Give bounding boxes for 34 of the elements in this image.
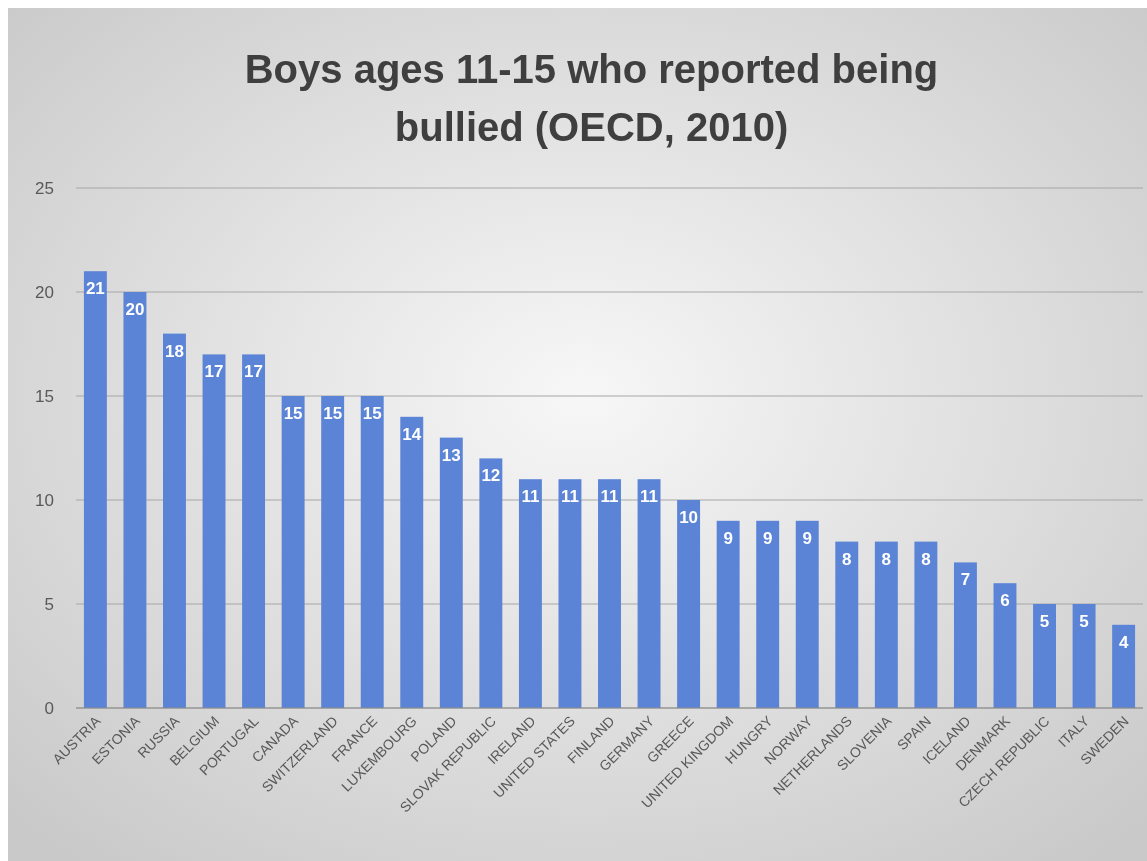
data-label: 21	[85, 279, 105, 299]
data-label: 6	[1000, 591, 1010, 611]
data-label: 7	[960, 570, 971, 590]
data-label: 9	[802, 528, 812, 548]
data-label: 5	[1079, 612, 1089, 631]
data-label: 5	[1039, 612, 1050, 631]
data-label: 4	[1118, 632, 1129, 652]
data-label: 20	[125, 300, 145, 319]
y-tick-label: 10	[35, 491, 54, 510]
data-label: 11	[640, 487, 659, 507]
data-label: 17	[204, 362, 224, 382]
data-label: 18	[165, 341, 184, 361]
y-tick-label: 5	[44, 595, 54, 614]
data-label: 8	[921, 549, 931, 569]
data-label: 11	[560, 487, 579, 507]
data-label: 13	[441, 445, 461, 465]
data-label: 10	[679, 508, 699, 527]
data-label: 15	[362, 404, 382, 423]
data-label: 15	[323, 404, 343, 423]
y-tick-label: 20	[35, 283, 54, 302]
data-label: 8	[881, 549, 892, 569]
data-label: 17	[244, 362, 264, 382]
data-label: 12	[481, 466, 501, 486]
data-label: 11	[600, 487, 619, 507]
data-label: 9	[723, 528, 733, 548]
data-label: 9	[762, 528, 773, 548]
y-tick-label: 0	[44, 699, 54, 718]
data-label: 8	[842, 549, 852, 569]
data-label: 15	[283, 404, 303, 423]
chart-title: Boys ages 11-15 who reported being bullied (OECD, 2010)	[244, 47, 939, 149]
data-label: 11	[521, 487, 540, 507]
y-tick-label: 15	[35, 387, 54, 406]
data-label: 14	[402, 424, 422, 444]
y-tick-label: 25	[35, 179, 54, 198]
